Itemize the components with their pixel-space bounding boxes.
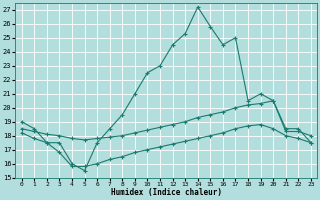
X-axis label: Humidex (Indice chaleur): Humidex (Indice chaleur) — [111, 188, 222, 197]
